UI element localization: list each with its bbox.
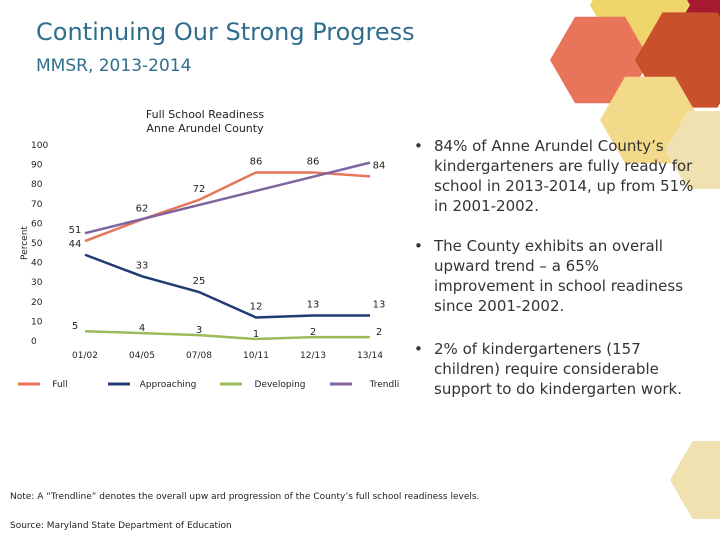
series-line-developing (84, 329, 370, 341)
data-label: 25 (193, 276, 206, 287)
y-tick-label: 100 (31, 141, 48, 151)
x-tick-label: 04/05 (129, 351, 155, 361)
data-label: 3 (196, 325, 202, 336)
y-tick-label: 90 (31, 161, 43, 171)
data-label: 62 (136, 203, 149, 214)
chart-subtitle: Anne Arundel County (146, 122, 264, 135)
y-tick-label: 0 (31, 337, 37, 347)
data-label: 12 (250, 301, 263, 312)
bullet-item: • 2% of kindergarteners (157 children) r… (404, 339, 704, 399)
bullet-dot: • (414, 137, 423, 155)
data-label: 13 (307, 300, 320, 311)
y-tick-label: 30 (31, 278, 43, 288)
x-tick-label: 01/02 (72, 351, 98, 361)
y-tick-label: 70 (31, 200, 43, 210)
data-label: 51 (69, 225, 82, 236)
legend-label: Developing (255, 380, 306, 390)
data-label: 5 (72, 321, 78, 332)
page-title: Continuing Our Strong Progress (36, 18, 415, 46)
x-tick-label: 13/14 (357, 351, 383, 361)
x-tick-label: 07/08 (186, 351, 212, 361)
chart-title: Full School Readiness (146, 108, 264, 121)
decorative-hexagon (665, 111, 720, 189)
data-label: 72 (193, 184, 206, 195)
x-tick-label: 10/11 (243, 351, 269, 361)
y-tick-label: 20 (31, 298, 43, 308)
data-label: 84 (373, 160, 386, 171)
trendline-note: Note: A “Trendline” denotes the overall … (10, 492, 480, 502)
page-subtitle: MMSR, 2013-2014 (36, 56, 192, 76)
y-tick-label: 50 (31, 239, 43, 249)
data-label: 44 (69, 239, 82, 250)
bullet-item: • The County exhibits an overall upward … (404, 236, 704, 316)
data-label: 86 (307, 156, 320, 167)
decorative-hexagon (670, 441, 720, 519)
y-axis-label: Percent (20, 226, 30, 260)
data-label: 2 (376, 327, 382, 338)
x-tick-label: 12/13 (300, 351, 326, 361)
source-citation: Source: Maryland State Department of Edu… (10, 521, 232, 531)
y-tick-label: 80 (31, 180, 43, 190)
bullet-text: 84% of Anne Arundel County’s kindergarte… (434, 137, 694, 215)
series-line-trendline (84, 161, 371, 235)
data-label: 33 (136, 260, 149, 271)
bullet-item: • 84% of Anne Arundel County’s kindergar… (404, 136, 704, 216)
y-tick-label: 40 (31, 259, 43, 269)
data-label: 1 (253, 329, 259, 340)
bullet-dot: • (414, 237, 423, 255)
series-line-approaching (84, 253, 370, 319)
legend-label: Full (52, 380, 67, 390)
series-line-full (84, 171, 371, 243)
bullet-text: The County exhibits an overall upward tr… (434, 237, 684, 315)
legend-label: Trendline (369, 380, 400, 390)
data-label: 4 (139, 323, 145, 334)
y-tick-label: 10 (31, 317, 43, 327)
bullet-dot: • (414, 340, 423, 358)
data-label: 86 (250, 156, 263, 167)
legend-label: Approaching (140, 380, 197, 390)
data-label: 2 (310, 327, 316, 338)
decorative-shapes (550, 0, 720, 519)
y-tick-label: 60 (31, 219, 43, 229)
data-label: 13 (373, 300, 386, 311)
bullet-text: 2% of kindergarteners (157 children) req… (434, 340, 682, 398)
